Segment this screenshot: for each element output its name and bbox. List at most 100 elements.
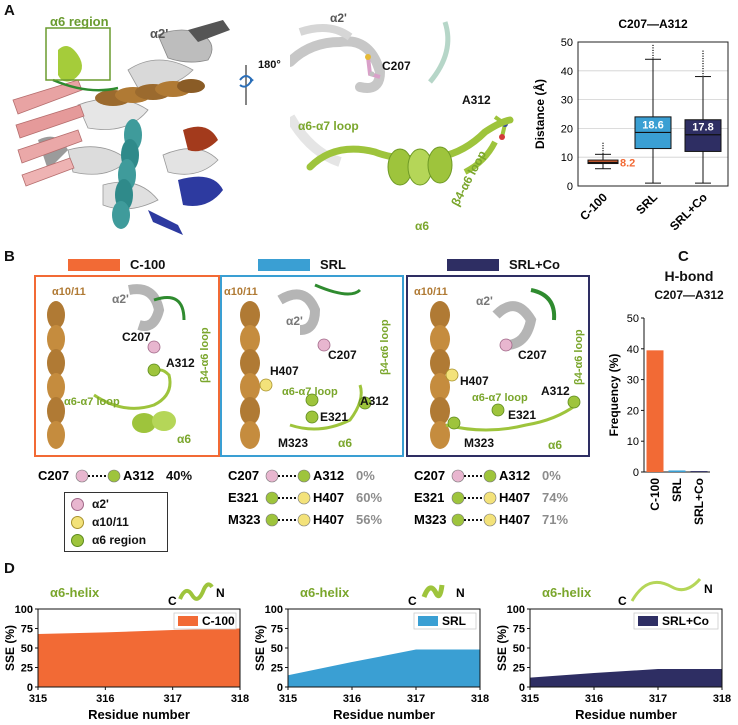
legend-a6region: α6 region: [71, 531, 161, 549]
x-category-label: C-100: [648, 478, 662, 511]
x-tick-label: 318: [231, 693, 249, 705]
residue-left-dot: [451, 469, 465, 483]
protein-structure-overview: α6 region α2': [12, 14, 230, 235]
x-category-label: SRL+Co: [692, 478, 706, 525]
y-tick-label: 50: [21, 643, 33, 655]
y-tick-label: 40: [627, 344, 639, 356]
y-axis-label: SSE (%): [253, 625, 267, 671]
x-tick-label: 315: [521, 693, 539, 705]
y-tick-label: 50: [561, 37, 573, 49]
n-terminus-label: N: [456, 586, 465, 600]
y-tick-label: 50: [627, 313, 639, 325]
contact-frequency: 71%: [542, 512, 568, 527]
c-terminus-label: C: [168, 594, 177, 608]
bar-C-100: [646, 350, 664, 472]
condition-legend-c100: C-100: [68, 257, 165, 272]
residue-left-dot: [265, 513, 279, 527]
x-category-label: SRL: [670, 478, 684, 502]
srlco-a312-label: A312: [541, 384, 570, 398]
contact-frequency: 56%: [356, 512, 382, 527]
sse-chart-c100: α6-helix C N 0 25 50 75 100 315 316 317 318 Residue …: [3, 582, 249, 722]
residue-left-label: C207: [228, 468, 259, 483]
x-tick-label: 316: [343, 693, 361, 705]
residue-left-dot: [75, 469, 89, 483]
c100-a312-label: A312: [166, 356, 195, 370]
zoom-b4a6-loop-label: β4-α6 loop: [448, 148, 489, 208]
residue-left-dot: [451, 513, 465, 527]
srl-e321-label: E321: [320, 410, 348, 424]
residue-right-label: A312: [499, 468, 530, 483]
contact-frequency: 60%: [356, 490, 382, 505]
y-tick-label: 0: [277, 682, 283, 694]
residue-left-dot: [265, 469, 279, 483]
residue-right-label: A312: [313, 468, 344, 483]
residue-right-label: H407: [499, 490, 530, 505]
srlco-label: SRL+Co: [509, 257, 560, 272]
residue-left-label: E321: [228, 490, 258, 505]
zoom-c207-label: C207: [382, 59, 411, 73]
srl-a1011-label: α10/11: [224, 286, 258, 298]
legend-a6region-label: α6 region: [92, 533, 147, 547]
x-category-label: SRL: [633, 190, 660, 217]
sse-area-C-100: [38, 628, 240, 687]
residue-left-label: M323: [228, 512, 261, 527]
residue-right-dot: [297, 491, 311, 505]
box-SRL+Co: [684, 119, 722, 152]
y-tick-label: 20: [627, 405, 639, 417]
residue-right-label: H407: [313, 512, 344, 527]
residue-right-label: A312: [123, 468, 154, 483]
srl-c207-label: C207: [328, 348, 357, 362]
x-axis-label: Residue number: [88, 707, 190, 722]
x-category-label: C-100: [577, 190, 610, 223]
srl-b4a6-label: β4-α6 loop: [379, 319, 391, 375]
zoom-a6-label: α6: [415, 219, 429, 233]
y-tick-label: 30: [627, 375, 639, 387]
contact-frequency: 74%: [542, 490, 568, 505]
y-axis-label: Distance (Å): [532, 79, 547, 149]
c100-a2p-label: α2': [112, 292, 129, 306]
srlco-swatch: [447, 258, 499, 271]
srl-a6a7-label: α6-α7 loop: [282, 386, 338, 398]
hbond-bar-chart: 0 10 20 30 40 50 Frequency (%) C-100 SRL SRL+Co: [607, 313, 710, 525]
x-axis-label: Residue number: [575, 707, 677, 722]
snapshot-c100: α10/11 α2' C207 A312 α6-α7 loop α6 β4-α6…: [34, 275, 220, 457]
helix-label: α6-helix: [300, 585, 350, 600]
y-tick-label: 25: [21, 663, 33, 675]
helix-teal: [112, 119, 142, 229]
legend-a2p: α2': [71, 495, 161, 513]
x-tick-label: 317: [163, 693, 181, 705]
zoom-a2prime-label: α2': [330, 12, 347, 25]
helix-darkred: [183, 126, 218, 152]
y-tick-label: 0: [633, 467, 639, 479]
c100-swatch: [68, 258, 120, 271]
y-axis-label: SSE (%): [495, 625, 509, 671]
rotation-icon: 180°: [239, 60, 281, 105]
snapshot-srl: α10/11 α2' C207 H407 α6-α7 loop A312 E32…: [220, 275, 404, 457]
a2prime-label: α2': [150, 26, 168, 41]
y-tick-label: 75: [21, 624, 33, 636]
srl-a6-label: α6: [338, 436, 352, 450]
median-value-label: 17.8: [692, 122, 713, 134]
beta-sheet-pink: [12, 79, 85, 187]
panel-label-c: C: [678, 248, 689, 265]
srlco-h407-label: H407: [460, 374, 489, 388]
distance-boxplot: C207—A312 0 10 20 30 40 50 Distance (Å) 8.2 C-100…: [532, 17, 729, 233]
residue-left-label: M323: [414, 512, 447, 527]
hbond-subtitle: C207—A312: [654, 288, 724, 302]
residue-left-label: C207: [414, 468, 445, 483]
n-terminus-label: N: [216, 586, 225, 600]
c100-a6-label: α6: [177, 432, 191, 446]
y-tick-label: 25: [271, 663, 283, 675]
helix-icon: [630, 577, 702, 602]
sse-area-SRL+Co: [530, 669, 722, 687]
x-tick-label: 315: [29, 693, 47, 705]
contact-frequency: 0%: [542, 468, 561, 483]
srlco-m323-label: M323: [464, 436, 494, 450]
y-tick-label: 50: [271, 643, 283, 655]
y-axis-label: SSE (%): [3, 625, 17, 671]
legend-a2p-label: α2': [92, 497, 109, 511]
y-tick-label: 50: [513, 643, 525, 655]
legend-a6region-dot: [71, 533, 84, 547]
legend-a1011: α10/11: [71, 513, 161, 531]
boxplot-title: C207—A312: [618, 17, 688, 31]
